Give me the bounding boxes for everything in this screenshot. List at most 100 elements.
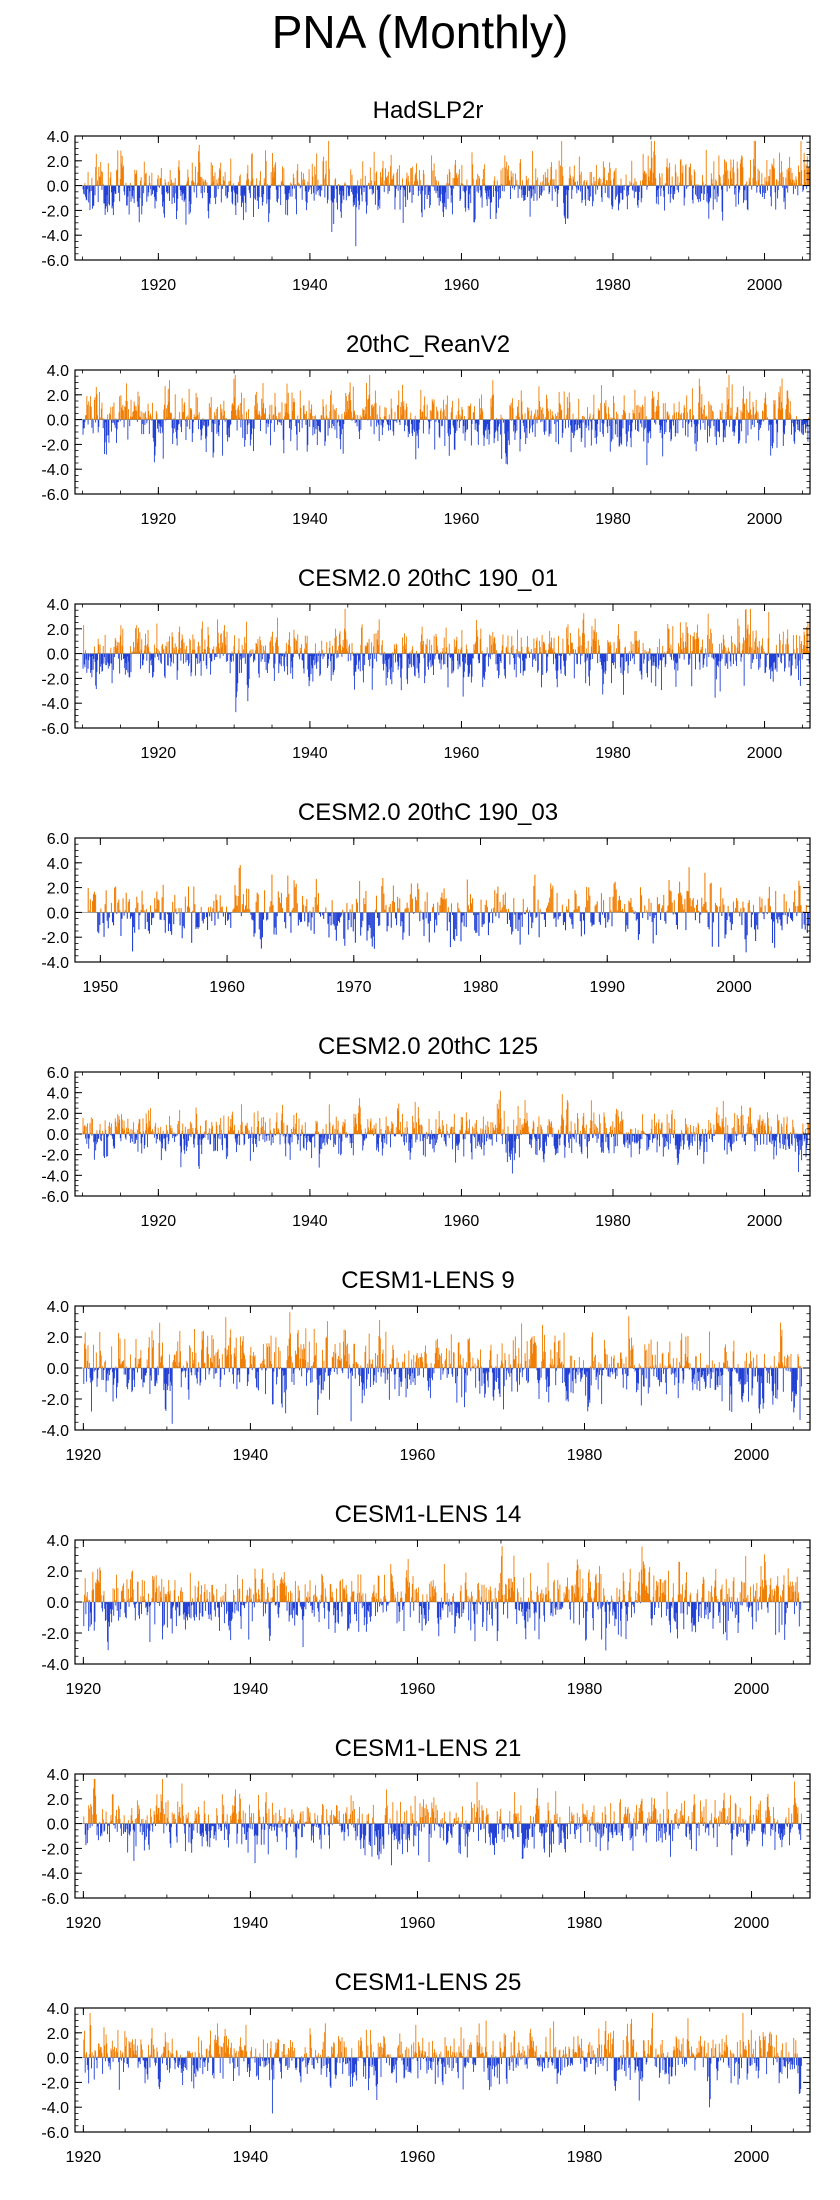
bar [673, 185, 675, 192]
bar [721, 912, 723, 916]
bar [437, 902, 439, 913]
bar [656, 897, 658, 913]
bar [474, 650, 475, 654]
bar [277, 1132, 278, 1134]
bar [293, 177, 295, 186]
bar [439, 410, 441, 420]
bar [268, 1134, 270, 1141]
bar [796, 185, 798, 187]
bar [297, 182, 299, 186]
bar [182, 1123, 184, 1134]
bar [459, 185, 461, 201]
bar [806, 626, 808, 654]
bar [488, 912, 491, 923]
bar [736, 898, 738, 913]
bar [799, 653, 801, 687]
bar [263, 646, 265, 654]
bar [491, 395, 493, 420]
bar [625, 419, 627, 434]
bar [177, 185, 179, 199]
bar [601, 912, 604, 915]
bar [609, 419, 611, 426]
bar [344, 415, 346, 420]
bar [403, 185, 405, 191]
bar [542, 181, 544, 186]
bar [265, 653, 267, 671]
bar [523, 653, 525, 671]
bar [534, 185, 536, 194]
bar [136, 896, 138, 913]
bar [150, 1131, 152, 1134]
bar [532, 653, 534, 667]
bar [153, 419, 155, 463]
bar [776, 179, 778, 186]
bar [533, 185, 535, 201]
bar [397, 653, 398, 662]
bar [342, 909, 344, 913]
bar [400, 402, 402, 420]
bar [633, 413, 635, 420]
bar [115, 1122, 117, 1134]
bar [598, 912, 600, 922]
bar [115, 185, 117, 194]
bar [227, 419, 229, 438]
bar [306, 643, 308, 654]
bar [126, 185, 128, 206]
bar [166, 185, 168, 192]
bar [575, 893, 577, 913]
bar [226, 185, 228, 199]
bar [332, 653, 334, 676]
bar [316, 185, 318, 192]
bar [431, 185, 433, 187]
bar [261, 1126, 263, 1134]
bar [118, 899, 120, 913]
bar [433, 635, 435, 654]
bar [290, 912, 292, 933]
bar [203, 181, 205, 186]
bar [666, 411, 668, 420]
bar [210, 1134, 212, 1145]
bar [328, 419, 330, 429]
x-tick-label: 1940 [292, 277, 328, 294]
bar [272, 905, 274, 913]
bar [323, 178, 325, 186]
bar [415, 419, 417, 431]
bar [689, 898, 691, 913]
bar [522, 180, 523, 186]
bar [361, 185, 362, 195]
bar [371, 404, 373, 420]
bar [711, 653, 713, 658]
bar [377, 912, 379, 918]
bar [612, 653, 614, 666]
bar [472, 178, 474, 186]
bar [657, 647, 659, 654]
bar [557, 912, 559, 920]
bar [272, 177, 274, 186]
bar [304, 414, 306, 420]
bar [687, 419, 689, 438]
bar [427, 912, 429, 924]
bar [225, 1134, 227, 1160]
bar [551, 162, 553, 186]
bar [602, 182, 604, 186]
bar [433, 653, 434, 675]
bar [420, 185, 422, 195]
bar [193, 649, 194, 654]
bar [521, 185, 523, 198]
bar [403, 185, 405, 189]
bar [758, 170, 760, 186]
bar [512, 408, 514, 420]
bar [726, 653, 727, 664]
bar [409, 418, 411, 420]
bar [129, 182, 131, 186]
bar [496, 185, 498, 213]
bar [278, 653, 280, 663]
bar [107, 653, 109, 669]
bar [791, 653, 793, 666]
bar [563, 391, 565, 420]
bar [637, 185, 639, 208]
bar [236, 905, 238, 913]
bar [720, 411, 722, 420]
bar [701, 649, 703, 654]
bar [396, 172, 398, 186]
